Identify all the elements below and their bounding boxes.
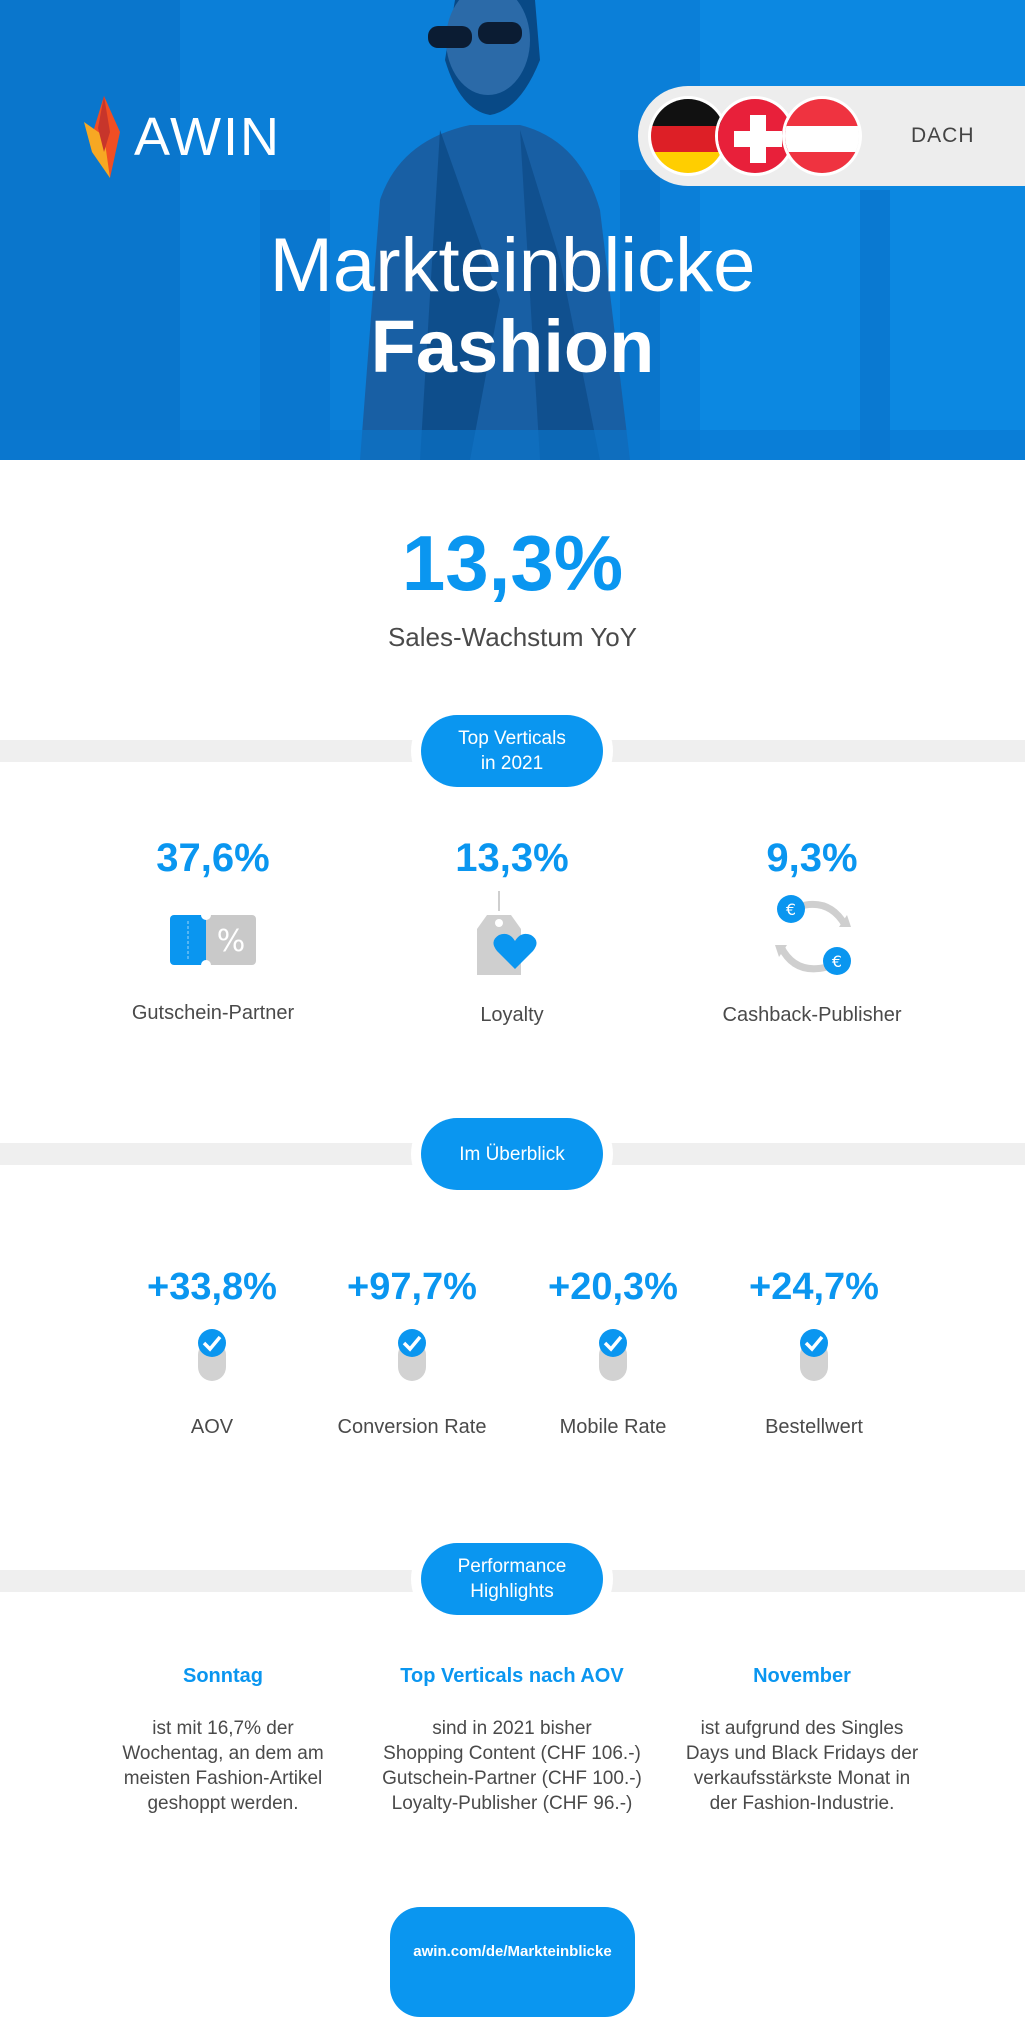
switzerland-flag-icon	[715, 96, 795, 176]
kpi-label: Bestellwert	[765, 1416, 863, 1438]
top-verticals-pill: Top Verticals in 2021	[421, 715, 603, 787]
vertical-label: Cashback-Publisher	[722, 1004, 902, 1026]
highlight-title: Top Verticals nach AOV	[400, 1665, 624, 1687]
highlight-text: sind in 2021 bisher Shopping Content (CH…	[382, 1718, 642, 1814]
kpi-value: +33,8%	[147, 1266, 277, 1308]
kpi-label: Mobile Rate	[559, 1416, 667, 1438]
vertical-loyalty: 13,3% Loyalty	[362, 836, 662, 1027]
highlight-sonntag: Sonntag ist mit 16,7% der Wochentag, an …	[78, 1665, 368, 1816]
kpi-label: AOV	[190, 1416, 234, 1438]
highlight-top-verticals-aov: Top Verticals nach AOV sind in 2021 bish…	[367, 1665, 657, 1816]
markteinblicke-link-button[interactable]: awin.com/de/Markteinblicke	[390, 1907, 635, 2017]
kpi-value: +97,7%	[347, 1266, 477, 1308]
awin-logo-text: AWIN	[134, 107, 281, 167]
vertical-value: 13,3%	[455, 836, 569, 880]
kpi-mobile-rate: +20,3% Mobile Rate	[513, 1266, 713, 1439]
sales-growth-label: Sales-Wachstum YoY	[387, 622, 638, 652]
highlight-title: Sonntag	[183, 1665, 263, 1687]
highlight-november: November ist aufgrund des Singles Days u…	[657, 1665, 947, 1816]
austria-flag-icon	[782, 96, 862, 176]
region-label: DACH	[911, 124, 975, 147]
hero-title: Markteinblicke	[269, 223, 756, 308]
vertical-label: Loyalty	[480, 1004, 544, 1026]
vertical-gutschein: 37,6% % Gutschein-Partner	[63, 836, 363, 1025]
highlight-text: ist aufgrund des Singles Days und Black …	[685, 1718, 919, 1814]
checkmark-toggle-icon	[198, 1329, 226, 1381]
svg-text:€: €	[786, 900, 796, 919]
checkmark-toggle-icon	[599, 1329, 627, 1381]
svg-text:€: €	[832, 952, 842, 971]
region-selector[interactable]: DACH	[638, 86, 1025, 186]
kpi-aov: +33,8% AOV	[112, 1266, 312, 1439]
checkmark-toggle-icon	[800, 1329, 828, 1381]
kpi-bestellwert: +24,7% Bestellwert	[714, 1266, 914, 1439]
svg-text:%: %	[217, 924, 246, 959]
kpi-value: +24,7%	[749, 1266, 879, 1308]
hero-banner: AWIN DACH Markteinblicke Fashion	[0, 0, 1025, 460]
hero-subtitle: Fashion	[370, 305, 655, 388]
vertical-value: 37,6%	[156, 836, 270, 880]
vertical-cashback: 9,3% € € Cashback-Publisher	[662, 836, 962, 1027]
highlight-title: November	[753, 1665, 851, 1687]
awin-flame-icon	[84, 96, 120, 178]
sales-growth-value: 13,3%	[401, 519, 624, 607]
awin-logo[interactable]: AWIN	[80, 92, 281, 182]
kpi-value: +20,3%	[548, 1266, 678, 1308]
voucher-icon: %	[170, 910, 256, 970]
checkmark-toggle-icon	[398, 1329, 426, 1381]
performance-highlights-pill: Performance Highlights	[421, 1543, 603, 1615]
hero-background-illustration	[0, 0, 1025, 460]
vertical-value: 9,3%	[766, 836, 858, 880]
vertical-label: Gutschein-Partner	[131, 1002, 295, 1024]
overview-pill: Im Überblick	[421, 1118, 603, 1190]
highlight-text: ist mit 16,7% der Wochentag, an dem am m…	[122, 1718, 324, 1814]
loyalty-tag-icon	[477, 891, 537, 975]
kpi-conversion-rate: +97,7% Conversion Rate	[312, 1266, 512, 1439]
cashback-cycle-icon: € €	[775, 895, 851, 975]
kpi-label: Conversion Rate	[337, 1416, 487, 1438]
